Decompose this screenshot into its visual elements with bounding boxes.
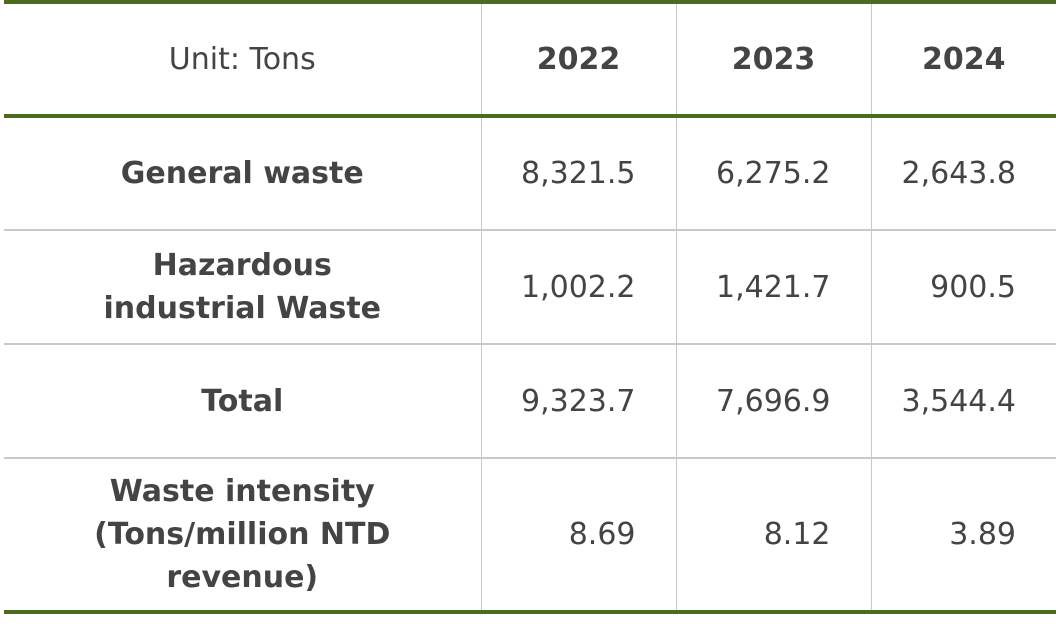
- table-row: General waste 8,321.5 6,275.2 2,643.8: [4, 116, 1056, 230]
- row-label: General waste: [4, 116, 482, 230]
- row-label-line: Hazardous: [152, 248, 332, 283]
- cell-value: 900.5: [870, 230, 1056, 344]
- row-label: Total: [4, 344, 482, 458]
- cell-value: 9,323.7: [480, 344, 677, 458]
- row-label-line: (Tons/million NTD: [94, 517, 391, 552]
- cell-value: 8.69: [480, 458, 677, 612]
- table-body: General waste 8,321.5 6,275.2 2,643.8 Hazard…: [4, 116, 1056, 612]
- row-label-line: Total: [201, 383, 284, 419]
- year-header: 2023: [675, 2, 872, 116]
- row-label-line: Waste intensity: [109, 474, 375, 509]
- cell-value: 1,421.7: [675, 230, 872, 344]
- cell-value: 7,696.9: [675, 344, 872, 458]
- year-header: 2024: [870, 2, 1056, 116]
- waste-table: Unit: Tons 2022 2023 2024 General waste 8,3…: [4, 0, 1056, 614]
- cell-value: 8.12: [675, 458, 872, 612]
- unit-label: Unit: Tons: [4, 2, 482, 116]
- cell-value: 3,544.4: [870, 344, 1056, 458]
- header-row: Unit: Tons 2022 2023 2024: [4, 2, 1056, 116]
- table-row: Total 9,323.7 7,696.9 3,544.4: [4, 344, 1056, 458]
- year-header: 2022: [480, 2, 677, 116]
- cell-value: 1,002.2: [480, 230, 677, 344]
- row-label-line: industrial Waste: [103, 291, 382, 326]
- row-label: Waste intensity (Tons/million NTD revenue): [4, 458, 482, 612]
- cell-value: 2,643.8: [870, 116, 1056, 230]
- row-label: Hazardous industrial Waste: [4, 230, 482, 344]
- row-label-line: General waste: [120, 156, 364, 191]
- table-row: Hazardous industrial Waste 1,002.2 1,421.7 9…: [4, 230, 1056, 344]
- cell-value: 3.89: [870, 458, 1056, 612]
- table-header: Unit: Tons 2022 2023 2024: [4, 2, 1056, 116]
- table-row: Waste intensity (Tons/million NTD revenue)…: [4, 458, 1056, 612]
- row-label-line: revenue): [166, 560, 319, 595]
- cell-value: 8,321.5: [480, 116, 677, 230]
- cell-value: 6,275.2: [675, 116, 872, 230]
